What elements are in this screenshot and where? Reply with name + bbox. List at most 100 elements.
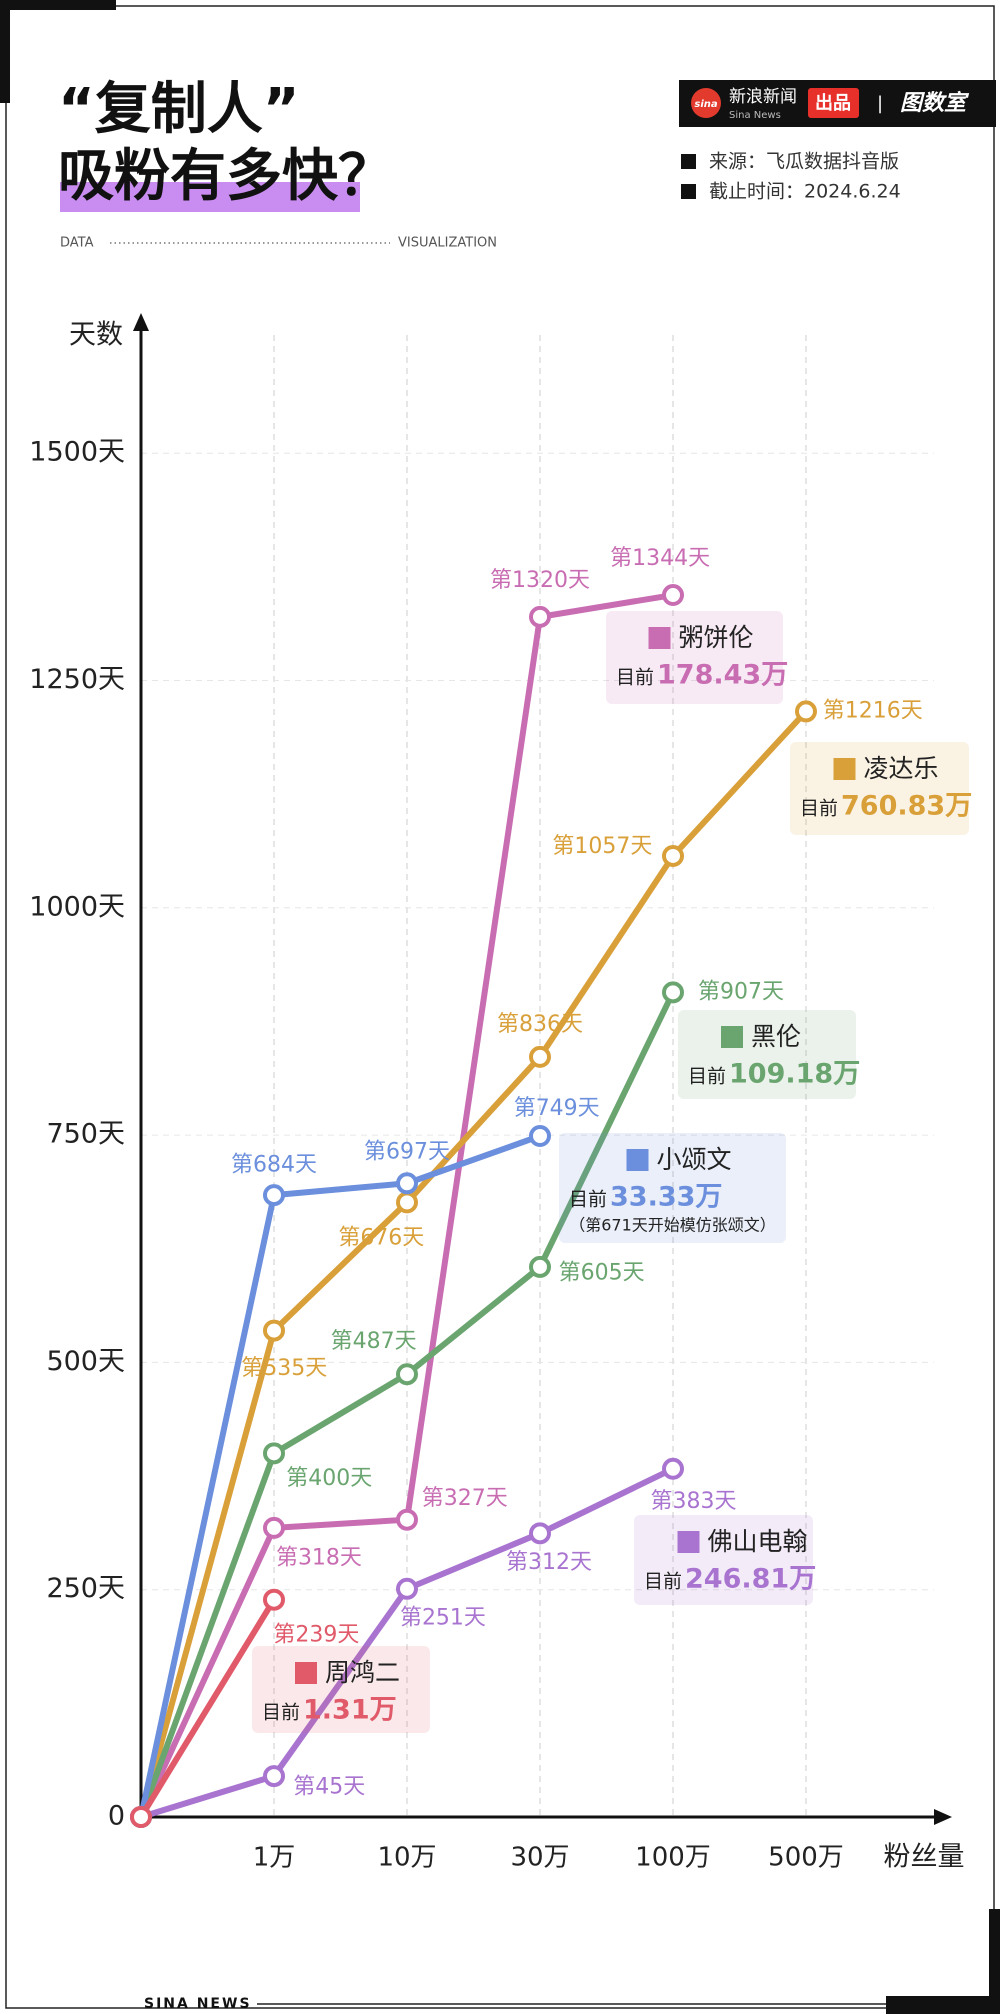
data-label: 第383天: [651, 1489, 737, 1514]
studio: 图数室: [900, 90, 970, 116]
current-value: 246.81万: [685, 1564, 816, 1595]
current-prefix: 目前: [262, 1702, 300, 1724]
legend-swatch: [295, 1662, 317, 1684]
y-tick-label: 1250天: [29, 664, 125, 695]
legend-swatch: [648, 627, 671, 649]
produced-bg: [808, 88, 859, 118]
point-marker: [263, 1442, 285, 1465]
corner-bar: [0, 0, 10, 103]
point-marker: [263, 1765, 285, 1788]
y-tick-label: 250天: [46, 1573, 125, 1604]
corner-bar: [0, 0, 116, 10]
point-marker: [130, 1806, 152, 1828]
y-tick-label: 0: [108, 1801, 125, 1832]
legend-swatch: [721, 1026, 743, 1048]
point-marker: [529, 1125, 551, 1148]
data-label: 第1057天: [552, 834, 652, 859]
point-marker: [662, 1457, 684, 1480]
x-tick-label: 10万: [377, 1843, 436, 1873]
y-axis-label: 天数: [69, 320, 123, 351]
x-tick-label: 30万: [510, 1843, 569, 1873]
legend-box-bg: [559, 1133, 786, 1243]
current-prefix: 目前: [800, 798, 838, 820]
point-marker: [662, 584, 684, 607]
legend-name: 周鸿二: [325, 1658, 400, 1687]
current-value: 1.31万: [303, 1695, 397, 1726]
data-label: 第684天: [231, 1153, 317, 1178]
point-marker: [795, 700, 817, 723]
y-tick-label: 500天: [46, 1346, 125, 1377]
point-marker: [263, 1319, 285, 1342]
data-label: 第312天: [506, 1550, 592, 1575]
x-tick-label: 100万: [635, 1843, 711, 1873]
current-prefix: 目前: [569, 1189, 607, 1211]
data-label: 第676天: [338, 1225, 424, 1250]
legend-name: 凌达乐: [864, 754, 939, 783]
source: 来源：飞瓜数据抖音版: [709, 151, 899, 173]
point-marker: [529, 1522, 551, 1545]
x-tick-label: 500万: [768, 1843, 844, 1873]
title: “复制人”: [58, 77, 300, 142]
point-marker: [396, 1577, 418, 1600]
data-label: 第487天: [331, 1329, 417, 1354]
x-axis-arrow: [934, 1809, 952, 1825]
legend-swatch: [626, 1149, 649, 1171]
tag: VISUALIZATION: [398, 236, 497, 251]
point-marker: [529, 1255, 551, 1278]
current-value: 760.83万: [841, 791, 972, 822]
title-highlight: [60, 182, 360, 212]
title: 吸粉有多快？: [58, 144, 394, 209]
series-line: [138, 1133, 543, 1820]
frame: [5, 5, 995, 2009]
tag: DATA: [60, 236, 94, 251]
data-label: 第400天: [286, 1466, 372, 1491]
series-line: [138, 708, 809, 1820]
legend-name: 小颂文: [657, 1145, 732, 1174]
data-label: 第1320天: [490, 568, 590, 593]
series-line: [138, 1596, 277, 1820]
point-marker: [396, 1172, 418, 1195]
legend-name: 粥饼伦: [679, 623, 754, 652]
brand-en: Sina News: [729, 110, 781, 121]
point-marker: [529, 1045, 551, 1068]
brand-logo-bg: [691, 88, 721, 118]
y-tick-label: 750天: [46, 1119, 125, 1150]
data-label: 第318天: [276, 1546, 362, 1571]
data-label: 第239天: [273, 1623, 359, 1648]
point-marker: [263, 1588, 285, 1611]
point-marker: [396, 1363, 418, 1386]
point-marker: [529, 605, 551, 628]
current-prefix: 目前: [688, 1066, 726, 1088]
y-axis-arrow: [133, 313, 149, 331]
x-tick-label: 1万: [253, 1843, 296, 1873]
point-marker: [396, 1191, 418, 1214]
data-label: 第1216天: [823, 698, 923, 723]
data-label: 第907天: [698, 979, 784, 1004]
current-value: 109.18万: [729, 1059, 860, 1090]
legend-name: 黑伦: [751, 1022, 801, 1051]
bullet: [681, 154, 696, 169]
legend-name: 佛山电翰: [708, 1527, 808, 1556]
data-label: 第1344天: [610, 546, 710, 571]
brand: 新浪新闻: [729, 87, 797, 107]
data-label: 第327天: [422, 1486, 508, 1511]
data-label: 第836天: [497, 1012, 583, 1037]
data-label: 第251天: [400, 1605, 486, 1630]
corner-bar: [886, 1996, 1000, 2014]
point-marker: [263, 1184, 285, 1207]
separator: |: [877, 93, 883, 114]
current-prefix: 目前: [644, 1571, 682, 1593]
legend-swatch: [833, 758, 856, 780]
current-value: 33.33万: [610, 1182, 722, 1213]
legend-note: （第671天开始模仿张颂文）: [569, 1216, 776, 1235]
data-label: 第45天: [293, 1775, 365, 1800]
y-tick-label: 1000天: [29, 891, 125, 922]
brand-logo: sina: [694, 99, 717, 110]
cutoff: 截止时间：2024.6.24: [709, 181, 901, 203]
